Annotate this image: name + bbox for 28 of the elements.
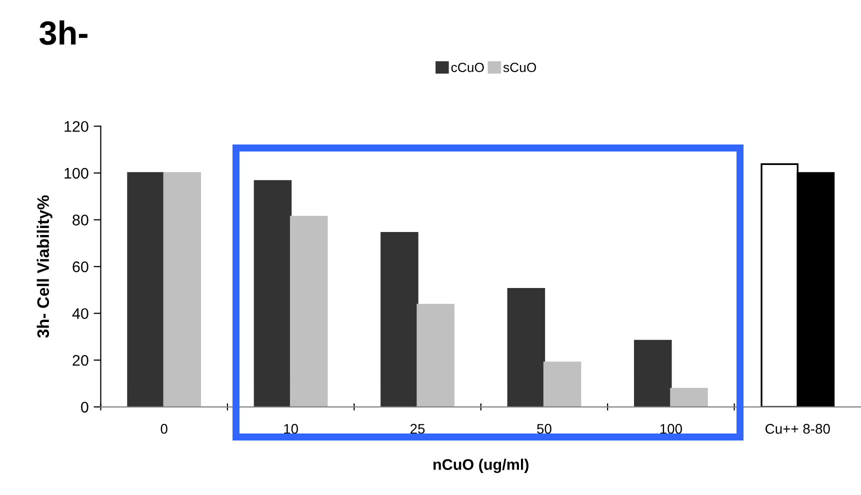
y-axis-title: 3h- Cell Viability%	[36, 195, 52, 338]
bar	[127, 172, 165, 407]
x-tick-label: 25	[410, 424, 425, 434]
bar	[290, 216, 328, 407]
bar	[416, 304, 454, 407]
x-tick-label: Cu++ 8-80	[766, 424, 830, 434]
legend-label: sCuO	[503, 62, 536, 72]
bar	[380, 232, 418, 407]
bar	[670, 388, 708, 407]
y-tick-label: 20	[72, 354, 88, 366]
bar	[634, 340, 672, 407]
legend-label: cCuO	[451, 62, 484, 72]
x-tick-label: 10	[284, 424, 298, 434]
y-tick-label: 100	[64, 168, 88, 179]
bar	[163, 172, 202, 407]
y-tick-label: 80	[72, 214, 88, 226]
y-tick-label: 0	[81, 402, 88, 413]
x-tick-label: 0	[160, 424, 168, 434]
y-tick-label: 60	[72, 261, 88, 272]
bar	[254, 180, 292, 407]
chart-title: 3h-	[40, 20, 88, 45]
x-axis-title: nCuO (ug/ml)	[434, 458, 528, 474]
bar	[507, 288, 546, 407]
y-tick-label: 120	[64, 121, 88, 132]
x-tick-label: 50	[537, 424, 552, 434]
bar	[543, 362, 582, 407]
x-tick-label: 100	[660, 424, 682, 434]
y-tick-label: 40	[72, 308, 88, 320]
